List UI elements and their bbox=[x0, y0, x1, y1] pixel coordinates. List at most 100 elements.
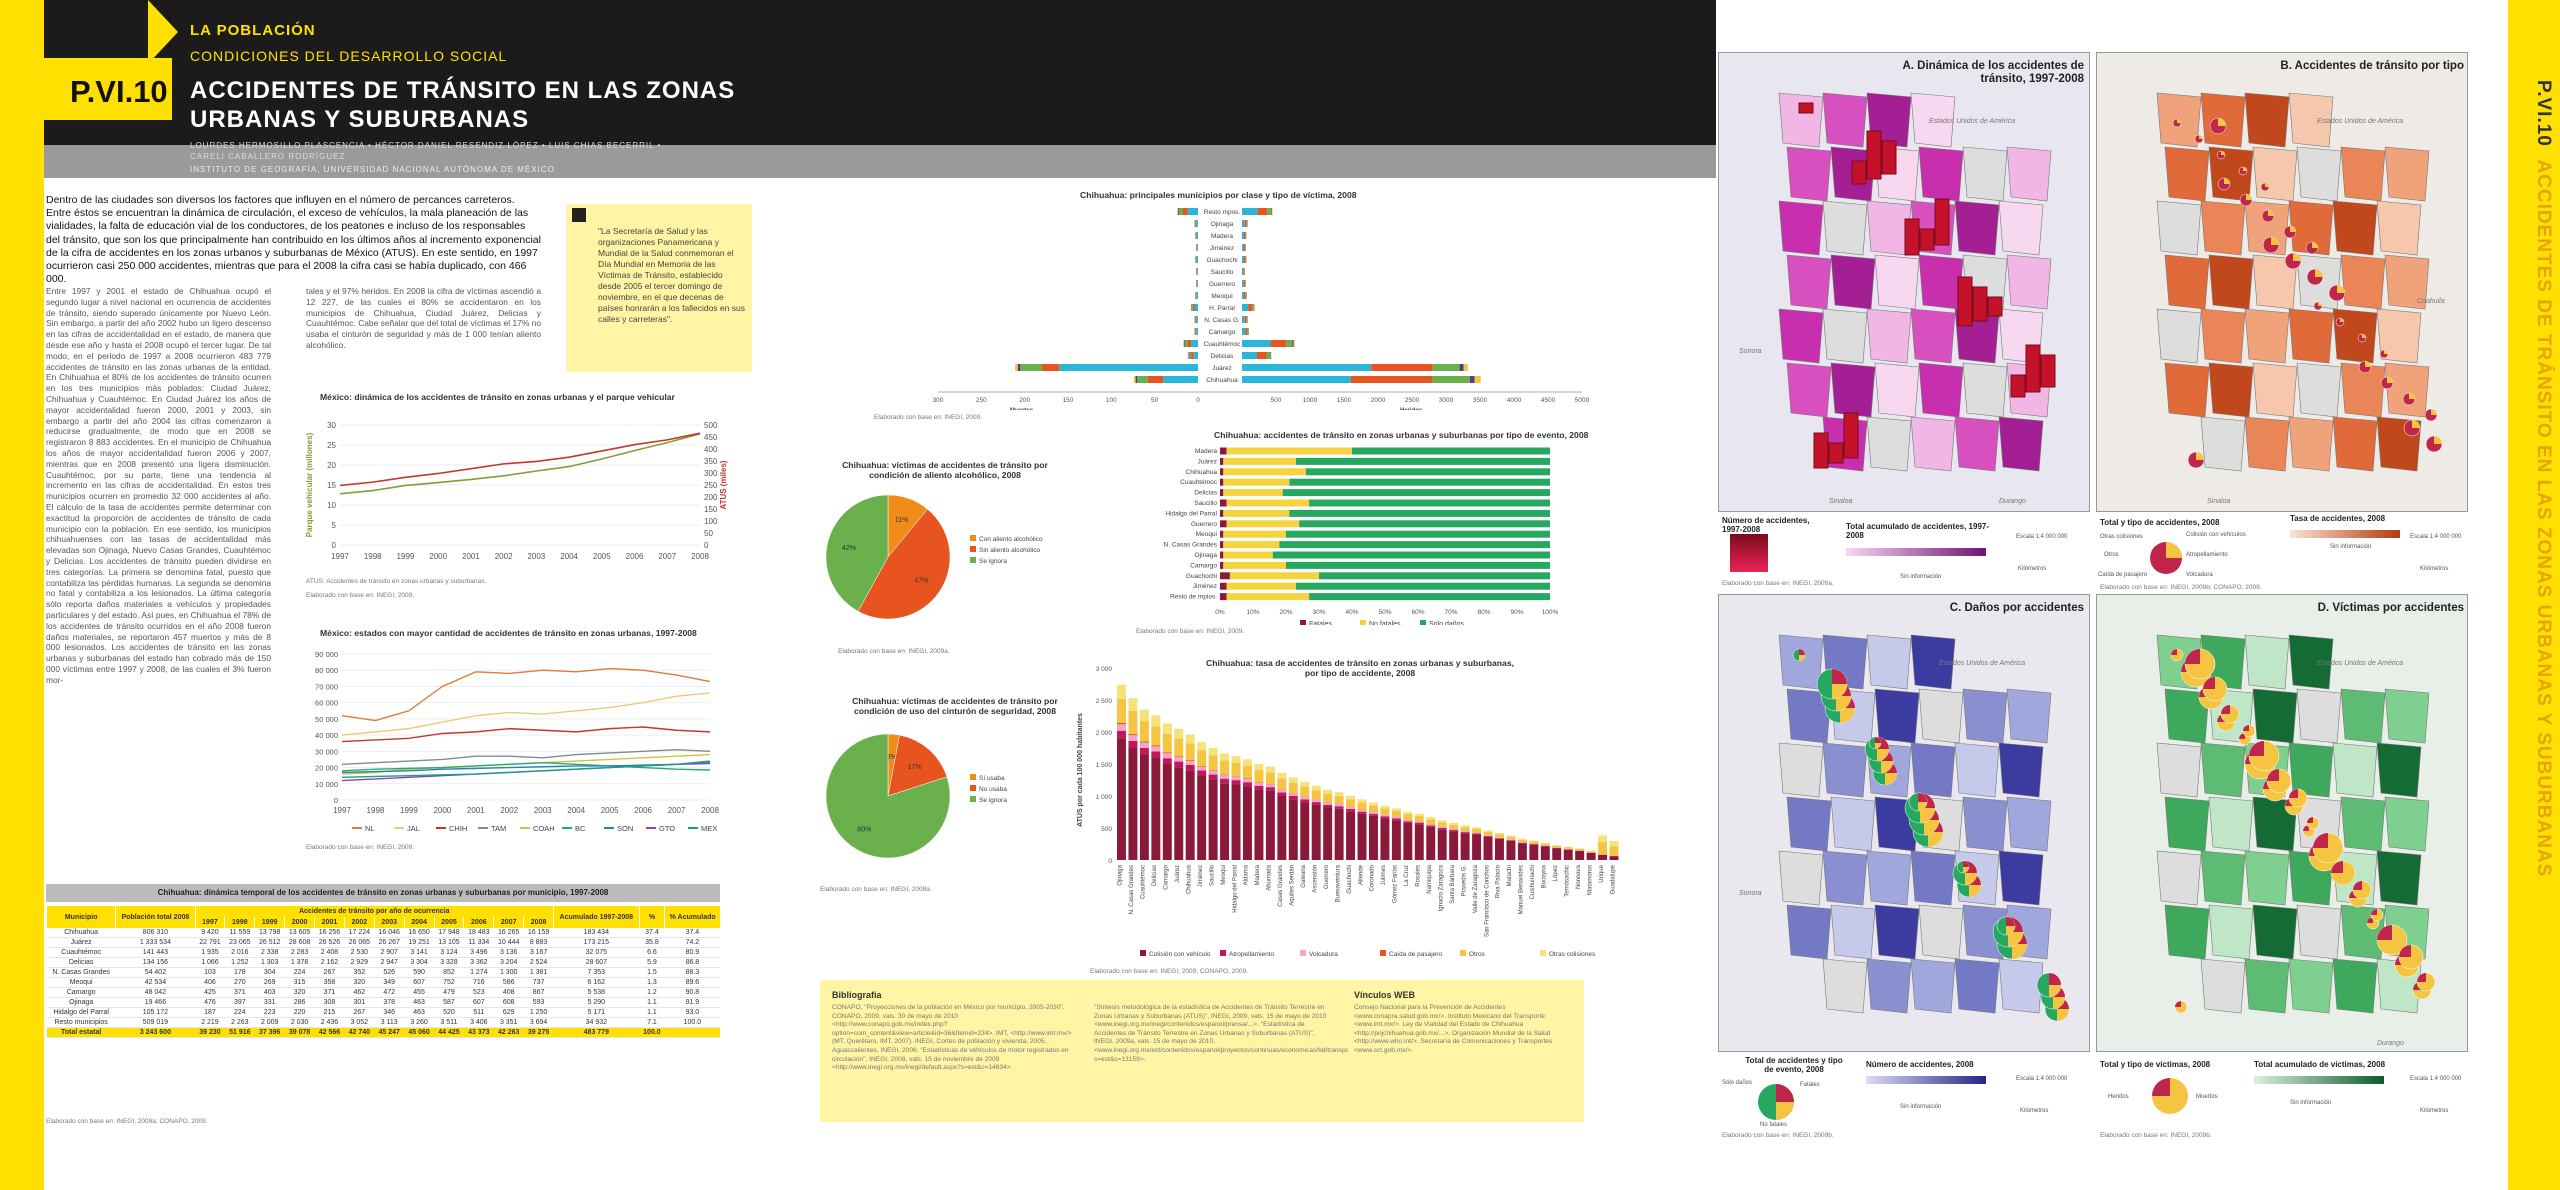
stack-xtick: 60% bbox=[1411, 609, 1424, 616]
rate-category: Ascensión bbox=[1312, 865, 1318, 893]
stack-bar bbox=[1223, 561, 1286, 569]
line2-ytick: 90 000 bbox=[315, 650, 338, 659]
map-b-municipio bbox=[2200, 416, 2246, 472]
table-cell: 852 bbox=[434, 967, 464, 978]
bar1-bar-heridos bbox=[1242, 220, 1245, 227]
map-c-municipio bbox=[1786, 904, 1832, 960]
stack-bar bbox=[1309, 499, 1550, 507]
map-c-municipio bbox=[1778, 634, 1824, 690]
map-c-municipio bbox=[1998, 850, 2044, 906]
map-b-pie-slice bbox=[2196, 452, 2204, 460]
rate-bar bbox=[1185, 734, 1195, 744]
rate-bar bbox=[1380, 805, 1390, 809]
map-c-municipio bbox=[1954, 742, 2000, 798]
map-a-municipio bbox=[1822, 308, 1868, 364]
line1-xtick: 2008 bbox=[691, 552, 709, 561]
table-cell: 586 bbox=[493, 977, 524, 988]
map-d-municipio bbox=[2200, 850, 2246, 906]
rate-bar bbox=[1174, 761, 1184, 768]
table-cell: 1.1 bbox=[639, 997, 665, 1008]
bar1-xtick-right: 2500 bbox=[1405, 397, 1420, 404]
line2-series-8 bbox=[341, 760, 711, 778]
map-b-municipio bbox=[2288, 92, 2334, 148]
map-b-municipio bbox=[2208, 146, 2254, 202]
table-cell: 3 362 bbox=[463, 957, 494, 968]
map-a-bar bbox=[2040, 354, 2056, 388]
map-b-municipio bbox=[2244, 308, 2290, 364]
rate-bar bbox=[1334, 792, 1344, 797]
th-pct-acum: % Acumulado bbox=[664, 906, 720, 928]
map-b-pie-slice bbox=[2318, 302, 2322, 306]
map-b-municipio bbox=[2332, 308, 2378, 364]
map-a-km: Kilómetros bbox=[2018, 566, 2047, 572]
rate-bar bbox=[1517, 839, 1527, 843]
map-b-label-usa: Estados Unidos de América bbox=[2317, 118, 2403, 125]
table-cell: 3 204 bbox=[493, 957, 524, 968]
table-cell: 1 252 bbox=[224, 957, 255, 968]
table-cell: 3 141 bbox=[404, 947, 435, 958]
bar1-bar-muertos bbox=[1194, 304, 1198, 311]
map-d-municipio bbox=[2252, 904, 2298, 960]
table-cell: 26 526 bbox=[314, 937, 345, 948]
map-d-pie-muertos bbox=[2289, 789, 2298, 798]
rate-bar bbox=[1139, 754, 1149, 860]
rate-bar bbox=[1460, 832, 1470, 834]
map-c-pie-nofatal bbox=[1928, 832, 1943, 847]
stack-source: Elaborado con base en: INEGI, 2009. bbox=[1136, 628, 1245, 635]
table-cell: 183 434 bbox=[553, 928, 640, 938]
table-cell: 9 420 bbox=[195, 928, 225, 938]
map-d-source: Elaborado con base en: INEGI, 2009b. bbox=[2100, 1132, 2212, 1139]
map-c-pie-nofatal bbox=[2057, 1009, 2069, 1021]
stack-xtick: 0% bbox=[1215, 609, 1225, 616]
line1-y2tick: 150 bbox=[704, 505, 718, 514]
table-cell: 1 381 bbox=[523, 967, 554, 978]
rate-bar bbox=[1197, 742, 1207, 751]
rate-bar bbox=[1300, 799, 1310, 803]
rate-bar bbox=[1598, 841, 1608, 855]
rate-bar bbox=[1128, 734, 1138, 736]
rate-bar bbox=[1117, 723, 1126, 725]
bar1-bar-muertos bbox=[1191, 340, 1198, 347]
map-c-municipio bbox=[1822, 850, 1868, 906]
pie2-chart: 3% Sí usaba 17% No usaba 80% Se ignora bbox=[825, 733, 1007, 859]
map-c-legend1: Total de accidentes y tipo de evento, 20… bbox=[1745, 1056, 1843, 1074]
map-b-municipio bbox=[2208, 254, 2254, 310]
stack-xtick: 20% bbox=[1279, 609, 1292, 616]
map-b-legend1: Total y tipo de accidentes, 2008 bbox=[2100, 518, 2220, 527]
table-cell: 7 353 bbox=[553, 967, 640, 978]
bar1-bar-muertos bbox=[1182, 208, 1188, 215]
vertical-title: P.VI.10 ACCIDENTES DE TRÁNSITO EN LAS ZO… bbox=[2533, 80, 2554, 878]
table-cell: 371 bbox=[224, 987, 255, 998]
map-a-bar bbox=[1866, 130, 1882, 180]
map-c-municipio bbox=[1962, 796, 2008, 852]
map-b-municipio bbox=[2252, 146, 2298, 202]
table-cell: 215 bbox=[314, 1007, 345, 1018]
rate-bar bbox=[1197, 770, 1207, 776]
th-year: 2004 bbox=[403, 917, 435, 928]
rate-bar bbox=[1483, 836, 1493, 837]
line1-xtick: 2002 bbox=[495, 552, 513, 561]
map-c-pie-nofatal bbox=[1920, 808, 1935, 823]
table-cell: 1.2 bbox=[639, 987, 665, 998]
rate-bar bbox=[1185, 770, 1195, 860]
th-year: 2005 bbox=[433, 917, 464, 928]
th-year: 2000 bbox=[284, 917, 315, 928]
map-b-pie-slice bbox=[2409, 393, 2415, 399]
bar1-bar-muertos bbox=[1137, 376, 1148, 383]
table-cell: 2 162 bbox=[314, 957, 345, 968]
bar1-title: Chihuahua: principales municipios por cl… bbox=[1080, 190, 1357, 200]
header-band bbox=[44, 0, 1716, 162]
map-d-pie-muertos bbox=[2353, 881, 2362, 890]
stack-title: Chihuahua: accidentes de tránsito en zon… bbox=[1214, 430, 1589, 440]
map-b-pie-slice bbox=[2265, 183, 2269, 187]
map-a-municipio bbox=[1786, 362, 1832, 418]
rate-category: Madera bbox=[1255, 864, 1261, 885]
rate-bar bbox=[1540, 846, 1550, 860]
rate-bar bbox=[1151, 751, 1161, 758]
table-cell: 141 443 bbox=[115, 947, 196, 958]
stack-bar bbox=[1226, 593, 1310, 601]
map-d-municipio bbox=[2340, 688, 2386, 744]
map-d-pie-muertos bbox=[2377, 925, 2392, 940]
map-b-municipio bbox=[2332, 200, 2378, 256]
rate-bar bbox=[1437, 826, 1447, 828]
